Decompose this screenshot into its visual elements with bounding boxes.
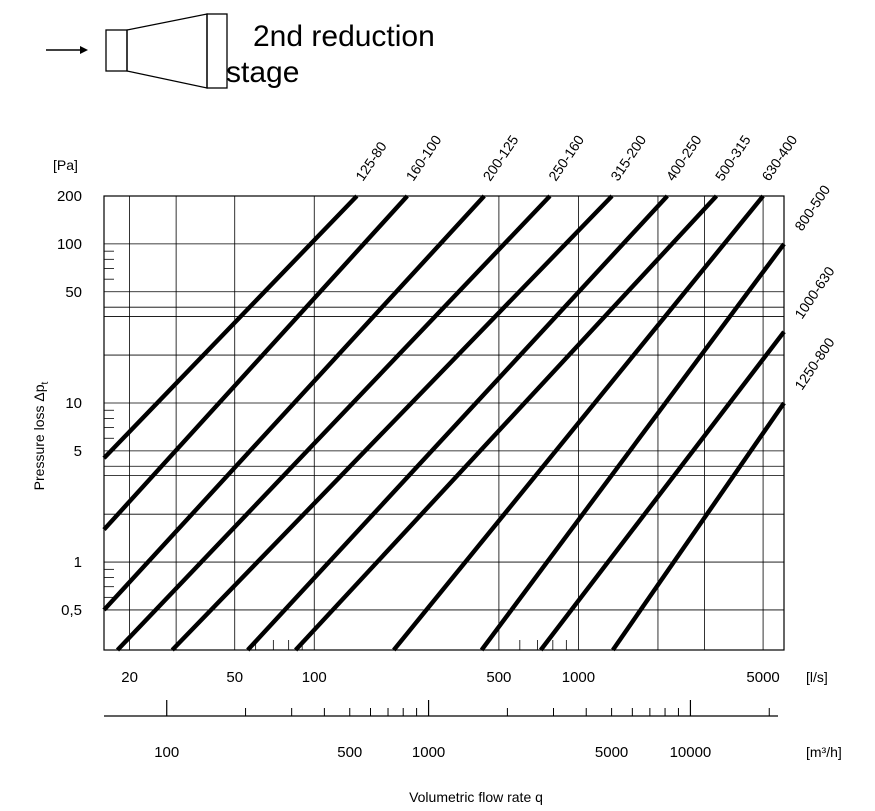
grid <box>103 195 785 651</box>
x2-tick-label: 100 <box>154 744 179 761</box>
series-label: 315-200 <box>607 132 649 184</box>
series-label: 250-160 <box>545 132 587 184</box>
x-tick-label: 20 <box>121 669 138 686</box>
x-tick-label: 50 <box>226 669 243 686</box>
x-axis-tick-labels: 20 50 100 500 1000 5000 <box>121 669 780 686</box>
series-label: 800-500 <box>791 182 833 234</box>
series-line <box>392 194 765 652</box>
plot-frame <box>103 195 785 651</box>
series-label: 200-125 <box>479 132 521 184</box>
series-line <box>115 194 552 652</box>
secondary-x-axis: 100 500 1000 5000 10000 <box>104 700 778 761</box>
y-tick-label: 100 <box>57 236 82 253</box>
x2-tick-label: 10000 <box>670 744 712 761</box>
x-tick-label: 100 <box>302 669 327 686</box>
right-arrow-icon <box>46 46 88 54</box>
x-axis-unit: [l/s] <box>806 669 828 685</box>
series-label: 160-100 <box>403 132 445 184</box>
series-label: 400-250 <box>663 132 705 184</box>
x2-tick-label: 5000 <box>595 744 628 761</box>
y-tick-label: 0,5 <box>61 602 82 619</box>
y-axis-label-subscript: t <box>40 381 51 384</box>
series-label: 125-80 <box>352 138 390 183</box>
series-label: 1250-800 <box>791 334 837 392</box>
series-line <box>246 194 669 652</box>
y-axis-label-text: Pressure loss Δp <box>31 384 47 490</box>
x2-axis-unit: [m³/h] <box>806 744 842 760</box>
chart-title-line2: stage <box>226 56 299 89</box>
x-tick-label: 1000 <box>562 669 595 686</box>
y-tick-label: 1 <box>74 554 82 571</box>
y-axis-unit: [Pa] <box>53 157 78 173</box>
series-label: 1000-630 <box>791 263 837 321</box>
series-line <box>102 194 359 460</box>
series-lines <box>102 194 786 652</box>
y-axis-tick-labels: 200 100 50 10 5 1 0,5 <box>57 188 82 619</box>
x-axis-label: Volumetric flow rate q <box>409 789 543 805</box>
series-line <box>538 330 786 652</box>
series-label: 500-315 <box>712 132 754 184</box>
y-axis-label: Pressure loss Δpt <box>31 381 51 490</box>
y-tick-label: 50 <box>65 284 82 301</box>
duct-reducer-icon <box>105 13 228 89</box>
x-tick-label: 5000 <box>746 669 779 686</box>
series-line <box>479 242 786 652</box>
x2-tick-label: 1000 <box>412 744 445 761</box>
series-line <box>293 194 719 652</box>
chart-title-line1: 2nd reduction <box>253 20 435 53</box>
x-tick-label: 500 <box>486 669 511 686</box>
series-line <box>102 194 409 532</box>
x2-tick-label: 500 <box>337 744 362 761</box>
series-label: 630-400 <box>758 132 800 184</box>
y-tick-label: 10 <box>65 395 82 412</box>
series-line <box>170 194 614 652</box>
y-tick-label: 200 <box>57 188 82 205</box>
y-tick-label: 5 <box>74 443 82 460</box>
series-line <box>102 194 486 612</box>
series-line <box>611 401 786 652</box>
